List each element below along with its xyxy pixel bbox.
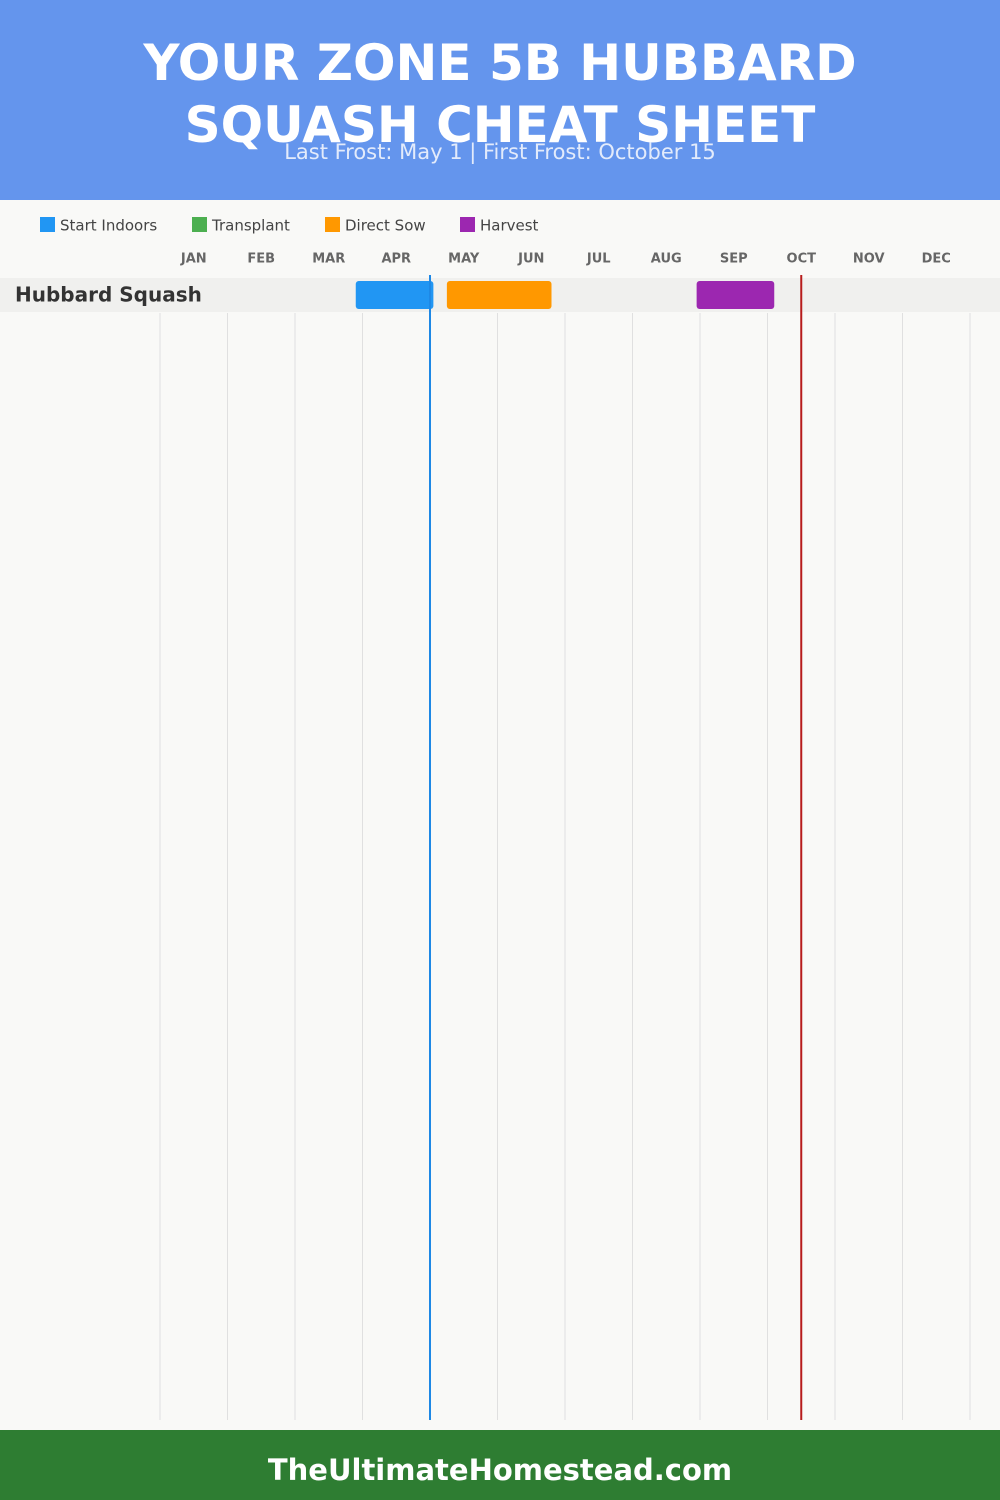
x-tick-label: JUN <box>517 252 544 267</box>
bar <box>696 281 775 309</box>
header: YOUR ZONE 5B HUBBARD SQUASH CHEAT SHEET … <box>0 0 1000 200</box>
x-tick-label: APR <box>381 252 411 267</box>
x-tick-label: MAR <box>312 252 345 267</box>
x-tick-label: NOV <box>853 252 885 267</box>
legend-label: Harvest <box>480 217 539 235</box>
legend-swatch <box>192 217 207 232</box>
x-tick-label: MAY <box>448 252 480 267</box>
legend-label: Transplant <box>211 217 290 235</box>
bar <box>446 281 552 309</box>
x-tick-label: DEC <box>922 252 951 267</box>
legend-label: Direct Sow <box>345 217 426 235</box>
bar <box>355 281 434 309</box>
x-tick-label: JAN <box>180 252 207 267</box>
x-tick-label: AUG <box>651 252 682 267</box>
chart-title: YOUR ZONE 5B HUBBARD SQUASH CHEAT SHEET <box>143 34 857 154</box>
footer-band <box>0 1430 1000 1500</box>
legend-label: Start Indoors <box>60 217 157 235</box>
footer-text: TheUltimateHomestead.com <box>268 1453 732 1487</box>
legend-swatch <box>40 217 55 232</box>
legend-swatch <box>460 217 475 232</box>
row-label: Hubbard Squash <box>15 283 202 307</box>
x-tick-label: SEP <box>720 252 748 267</box>
x-tick-label: FEB <box>247 252 275 267</box>
chart-subtitle: Last Frost: May 1 | First Frost: October… <box>284 140 716 164</box>
legend-swatch <box>325 217 340 232</box>
x-tick-label: OCT <box>787 252 817 267</box>
x-tick-label: JUL <box>586 252 611 267</box>
